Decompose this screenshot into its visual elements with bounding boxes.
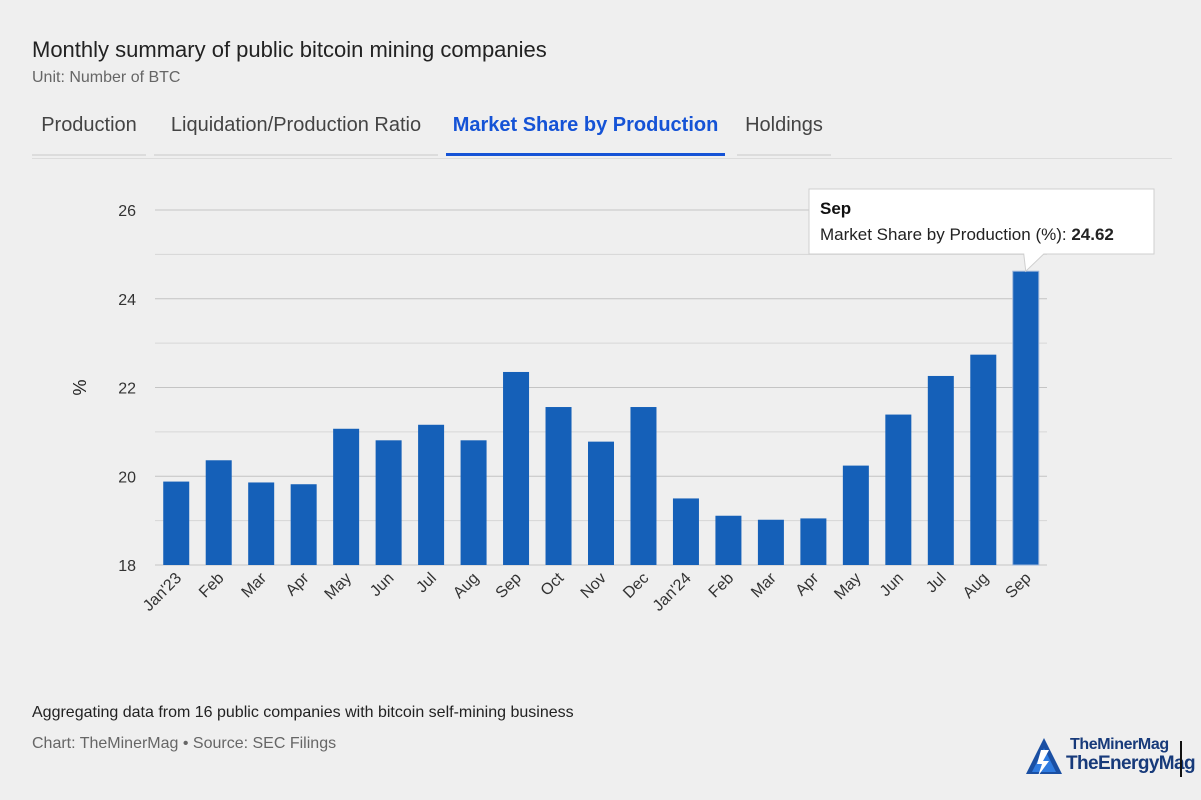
x-tick-label: May [322,570,355,603]
x-tick-label: Mar [748,569,780,601]
x-tick-label: Jan'23 [140,570,185,615]
bar [290,484,317,565]
bar [842,465,869,565]
bar [163,481,190,565]
bar [672,498,699,565]
y-tick-label: 20 [118,469,136,486]
chart-caption: Aggregating data from 16 public companie… [32,704,574,721]
tooltip-box [808,188,1155,273]
x-tick-label: Feb [196,570,228,602]
bar [460,440,487,565]
x-tick-label: Apr [793,569,823,599]
y-tick-label: 18 [118,558,136,575]
x-tick-label: Feb [706,570,738,602]
x-tick-label: Jul [413,570,439,596]
bar [970,354,997,565]
bar [503,371,530,565]
bar [248,482,275,565]
tooltip-value: 24.62 [1071,225,1114,244]
chart-credit: Chart: TheMinerMag • Source: SEC Filings [32,735,337,752]
y-tick-label: 26 [118,203,136,220]
x-tick-label: Jan'24 [650,570,695,615]
x-tick-label: Dec [620,570,652,602]
tab-market-share-by-production[interactable]: Market Share by Production [446,108,725,156]
bar [545,407,572,565]
bar [375,440,402,565]
bar [333,428,360,565]
bar [885,414,912,565]
tab-bar: Production Liquidation/Production Ratio … [32,108,1172,159]
x-tick-label: Jul [923,570,949,596]
tab-production[interactable]: Production [32,108,146,156]
y-axis-label: % [70,379,90,395]
bar [757,519,784,565]
pickaxe-icon [1026,738,1062,776]
bar [205,460,232,565]
y-tick-label: 22 [118,381,136,398]
y-tick-label: 24 [118,292,136,309]
tab-holdings[interactable]: Holdings [737,108,831,156]
bar [715,515,742,565]
x-tick-label: Aug [960,570,992,602]
brand-logo[interactable]: TheMinerMag TheEnergyMag [1022,728,1196,784]
x-tick-label: Oct [538,569,568,599]
bar [927,375,954,565]
logo-text-energy: TheEnergyMag [1066,753,1196,774]
x-tick-label: Jun [877,570,907,600]
bar [588,441,614,565]
tooltip-category: Sep [820,199,851,218]
tooltip-label: Market Share by Production (%): 24.62 [820,225,1114,244]
bar [1012,270,1040,566]
chart-title: Monthly summary of public bitcoin mining… [32,37,547,62]
tab-liquidation-production-ratio[interactable]: Liquidation/Production Ratio [154,108,438,156]
logo-text-miner: TheMinerMag [1070,736,1169,753]
bar-chart: 18 20 22 24 26% Jan'23 Feb Mar Apr May Jun Jul Aug Se… [70,188,1155,615]
bar [630,407,657,565]
bar [800,518,827,565]
x-tick-label: Apr [283,569,313,599]
x-tick-label: Nov [578,570,610,602]
x-tick-label: Sep [493,570,525,602]
text-cursor [1180,741,1182,777]
x-tick-label: Aug [450,570,482,602]
chart-subtitle: Unit: Number of BTC [32,69,181,86]
x-tick-label: Mar [239,569,271,601]
x-tick-label: May [831,570,864,603]
x-tick-label: Jun [367,570,397,600]
x-tick-label: Sep [1002,570,1034,602]
bar [418,424,445,565]
